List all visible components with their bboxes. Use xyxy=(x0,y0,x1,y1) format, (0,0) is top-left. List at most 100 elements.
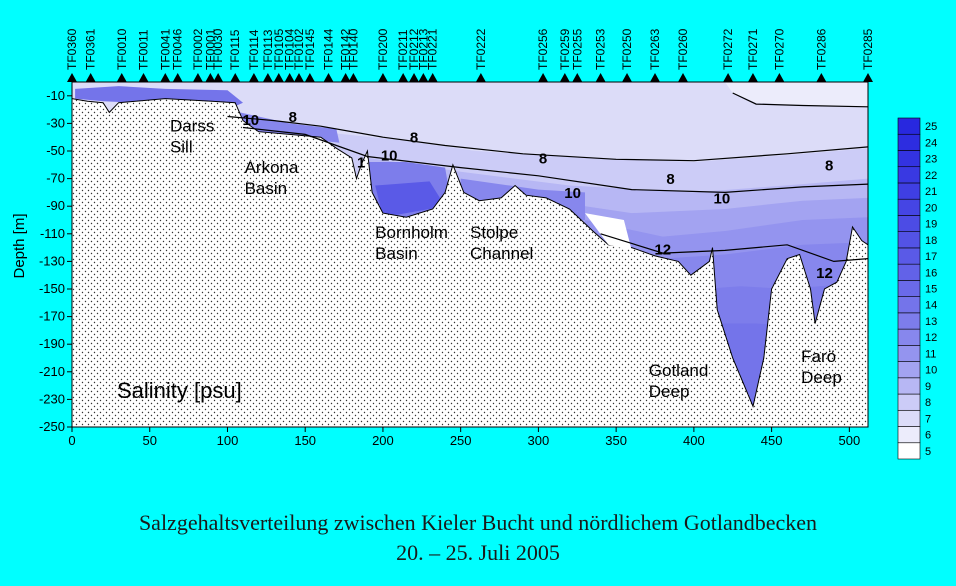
seabed-profile xyxy=(72,98,868,427)
colorbar-swatch-8 xyxy=(897,393,921,411)
station-marker-TF0011 xyxy=(138,73,149,82)
colorbar-label-18: 18 xyxy=(925,235,937,247)
colorbar-label-11: 11 xyxy=(925,348,936,360)
station-label-TF0113: TF0113 xyxy=(261,29,275,70)
plot-frame xyxy=(71,81,869,428)
station-label-TF0046: TF0046 xyxy=(171,28,185,70)
colorbar-label-10: 10 xyxy=(925,365,937,377)
band-bornholm-b xyxy=(375,181,446,218)
colorbar-label-23: 23 xyxy=(925,154,937,166)
station-label-TF0286: TF0286 xyxy=(814,28,828,70)
colorbar: 5 6 7 8 9 10 11 12 13 14 15 16 17 18 19 20 21 22 23 24 25 xyxy=(897,117,937,460)
station-label-TF0011: TF0011 xyxy=(137,29,151,70)
station-marker-TF0140 xyxy=(348,73,359,82)
y-tick-label: -50 xyxy=(46,143,65,158)
region-label-0: Darss Sill xyxy=(170,117,214,157)
station-label-TF0256: TF0256 xyxy=(536,28,550,70)
isohaline-7 xyxy=(732,92,868,108)
station-marker-TF0113 xyxy=(262,73,273,82)
y-tick-label: -170 xyxy=(39,309,65,324)
station-label-TF0212: TF0212 xyxy=(407,28,421,70)
region-label-line: Bornholm xyxy=(375,223,448,242)
contour-label-3: 10 xyxy=(381,148,398,165)
colorbar-swatch-19 xyxy=(897,215,921,232)
colorbar-swatch-10 xyxy=(897,361,921,379)
contour-label-1: 8 xyxy=(289,109,297,126)
colorbar-swatch-21 xyxy=(897,182,921,200)
colorbar-label-13: 13 xyxy=(925,316,937,328)
y-tick-label: -250 xyxy=(39,419,65,434)
isohaline-12 xyxy=(600,233,868,263)
colorbar-swatch-11 xyxy=(897,345,921,362)
colorbar-label-12: 12 xyxy=(925,332,937,344)
isohaline-lines xyxy=(227,92,868,263)
station-marker-TF0271 xyxy=(747,73,758,82)
station-label-TF0030: TF0030 xyxy=(211,28,225,70)
colorbar-label-7: 7 xyxy=(925,413,931,425)
station-label-TF0272: TF0272 xyxy=(721,28,735,70)
station-marker-TF0211 xyxy=(398,73,409,82)
region-label-line: Sill xyxy=(170,138,193,157)
colorbar-label-24: 24 xyxy=(925,137,937,149)
station-label-TF0270: TF0270 xyxy=(772,28,786,70)
station-marker-TF0114 xyxy=(248,73,259,82)
station-label-TF0200: TF0200 xyxy=(376,28,390,70)
colorbar-label-15: 15 xyxy=(925,284,937,296)
station-label-TF0285: TF0285 xyxy=(861,28,875,70)
station-label-TF0213: TF0213 xyxy=(416,28,430,70)
station-marker-TF0200 xyxy=(377,73,388,82)
station-marker-TF0270 xyxy=(774,73,785,82)
y-tick-label: -230 xyxy=(39,391,65,406)
station-marker-TF0272 xyxy=(723,73,734,82)
station-label-TF0144: TF0144 xyxy=(322,28,336,70)
contour-label-9: 12 xyxy=(654,242,671,259)
colorbar-swatch-7 xyxy=(897,409,921,427)
station-marker-TF0259 xyxy=(559,73,570,82)
contour-label-2: 1 xyxy=(357,155,365,172)
station-label-TF0041: TF0041 xyxy=(158,28,172,70)
seabed xyxy=(72,98,868,427)
colorbar-swatch-24 xyxy=(897,133,921,151)
colorbar-swatch-25 xyxy=(897,117,921,135)
station-marker-TF0104 xyxy=(284,73,295,82)
colorbar-label-14: 14 xyxy=(925,300,937,312)
station-marker-TF0046 xyxy=(172,73,183,82)
colorbar-label-5: 5 xyxy=(925,446,931,458)
station-label-TF0104: TF0104 xyxy=(283,28,297,70)
station-label-TF0105: TF0105 xyxy=(272,28,286,70)
region-label-line: Deep xyxy=(649,382,690,401)
station-marker-TF0002 xyxy=(192,73,203,82)
station-marker-TF0263 xyxy=(650,73,661,82)
colorbar-label-19: 19 xyxy=(925,219,937,231)
region-label-line: Stolpe xyxy=(470,223,518,242)
station-label-TF0001: TF0001 xyxy=(203,28,217,70)
station-marker-TF0260 xyxy=(677,73,688,82)
station-label-TF0222: TF0222 xyxy=(474,28,488,70)
x-tick-label: 100 xyxy=(217,433,239,448)
station-label-TF0250: TF0250 xyxy=(620,28,634,70)
x-tick-label: 0 xyxy=(68,433,75,448)
region-label-2: Bornholm Basin xyxy=(375,223,448,263)
y-tick-label: -110 xyxy=(40,226,65,241)
station-label-TF0253: TF0253 xyxy=(594,28,608,70)
region-label-1: Arkona Basin xyxy=(245,158,299,198)
colorbar-label-22: 22 xyxy=(925,170,937,182)
colorbar-swatch-15 xyxy=(897,280,921,297)
region-labels: Darss Sill Arkona Basin Bornholm Basin Stolpe C… xyxy=(170,117,842,401)
isohaline-10 xyxy=(242,126,868,194)
x-tick-label: 300 xyxy=(528,433,550,448)
colorbar-label-25: 25 xyxy=(925,121,937,133)
station-marker-TF0144 xyxy=(323,73,334,82)
station-marker-TF0115 xyxy=(230,73,241,82)
station-marker-TF0253 xyxy=(595,73,606,82)
station-label-TF0260: TF0260 xyxy=(676,28,690,70)
station-marker-TF0285 xyxy=(863,73,873,82)
colorbar-swatch-16 xyxy=(897,263,921,281)
colorbar-swatch-9 xyxy=(897,377,921,395)
colorbar-swatch-5 xyxy=(897,442,921,460)
x-tick-label: 350 xyxy=(605,433,627,448)
station-marker-TF0360 xyxy=(67,73,77,82)
contour-label-6: 10 xyxy=(564,185,581,202)
